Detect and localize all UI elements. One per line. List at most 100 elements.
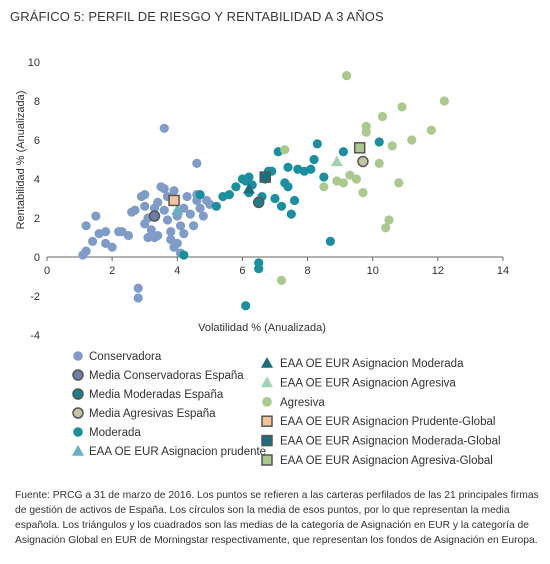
data-point [439,96,449,106]
data-point [231,182,241,192]
x-tick-label: 0 [44,265,50,277]
data-point [169,186,179,196]
data-point [312,139,322,149]
data-point [276,201,287,211]
data-point [241,301,251,311]
legend-marker [261,454,273,466]
chart-title: GRÁFICO 5: PERFIL DE RIESGO Y RENTABILID… [10,9,384,24]
chart-legend: Conservadora Media Conservadoras España Me… [72,351,501,467]
legend-marker [72,445,84,456]
data-point [342,71,352,81]
data-point [107,242,117,252]
x-axis-label: Volatilidad % (Anualizada) [198,322,326,334]
data-point [374,158,384,168]
data-point [361,127,371,137]
data-point [259,171,271,183]
data-point [289,195,300,206]
legend-marker [73,427,83,437]
data-point [254,264,264,274]
legend-marker [261,434,273,447]
x-tick-label: 8 [305,265,311,277]
legend-label: Conservadora [89,351,162,363]
data-point [169,242,179,252]
data-point [309,154,319,165]
legend-label: EAA OE EUR Asignacion Agresiva-Global [280,455,493,467]
x-tick-label: 2 [109,265,115,277]
data-point [171,204,184,215]
legend-label: Agresiva [280,397,325,409]
data-point [252,196,265,209]
data-point [351,174,362,184]
data-point [153,230,163,241]
y-tick-label: -4 [30,330,40,342]
data-point [283,182,293,192]
data-point [195,203,205,213]
data-point [211,201,221,211]
y-tick-label: 8 [34,96,40,108]
data-point [325,236,335,246]
x-tick-label: 10 [367,265,379,277]
data-point [166,227,176,237]
data-point [397,102,407,112]
x-tick-label: 12 [432,265,444,277]
data-point [306,164,316,174]
y-tick-label: 2 [34,213,40,225]
data-point [143,232,153,243]
data-point [130,205,140,215]
legend-label: EAA OE EUR Asignacion prudente [89,446,266,458]
y-tick-label: 0 [34,252,40,264]
data-point [407,135,417,145]
data-point [198,211,208,221]
data-point [88,236,98,246]
legend-label: EAA OE EUR Asignacion Agresiva [280,377,456,389]
data-point [242,182,255,194]
y-tick-label: 10 [28,57,40,69]
data-point [338,147,348,157]
legend-marker [72,369,84,381]
data-point [280,145,290,155]
data-point [358,188,368,198]
data-point [91,211,101,221]
data-point [374,137,384,147]
data-point [148,210,161,222]
data-point [188,221,199,231]
y-tick-label: 4 [34,174,40,186]
data-point [146,225,156,235]
data-point [330,155,343,167]
legend-marker [261,376,273,388]
data-point [319,182,329,192]
data-point [387,141,397,151]
legend-marker [262,397,272,407]
data-point [101,227,111,237]
data-point [140,201,150,211]
data-point [394,178,404,188]
legend-marker [261,357,273,368]
data-point [175,221,186,231]
data-point [276,275,287,285]
data-point [182,191,192,202]
data-point [338,178,348,188]
legend-label: EAA OE EUR Asignacion Moderada-Global [280,436,501,448]
data-point [81,221,91,231]
data-point [192,158,202,168]
data-point [319,172,329,182]
footnote: Fuente: PRCG a 31 de marzo de 2016. Los … [15,490,539,546]
data-point [162,215,173,225]
legend-label: EAA OE EUR Asignacion Prudente-Global [280,416,495,428]
data-point [159,205,169,215]
data-point [123,230,134,241]
y-axis-label: Rentabilidad % (Anualizada) [15,91,27,230]
legend-label: EAA OE EUR Asignacion Moderada [280,358,464,370]
x-tick-label: 14 [497,265,509,277]
y-tick-label: -2 [30,291,40,303]
legend-marker [73,351,83,361]
data-point [353,142,366,154]
data-point [140,190,150,200]
data-point [179,229,189,239]
chart-axes: 0 2 4 6 8 10 12 14 -4 -2 0 2 4 6 8 10 Volatilidad % (Anu… [15,57,509,342]
legend-label: Moderada [89,427,141,439]
data-point [159,184,169,194]
legend-label: Media Agresivas España [89,408,216,420]
data-point [244,172,254,182]
legend-marker [261,415,273,427]
